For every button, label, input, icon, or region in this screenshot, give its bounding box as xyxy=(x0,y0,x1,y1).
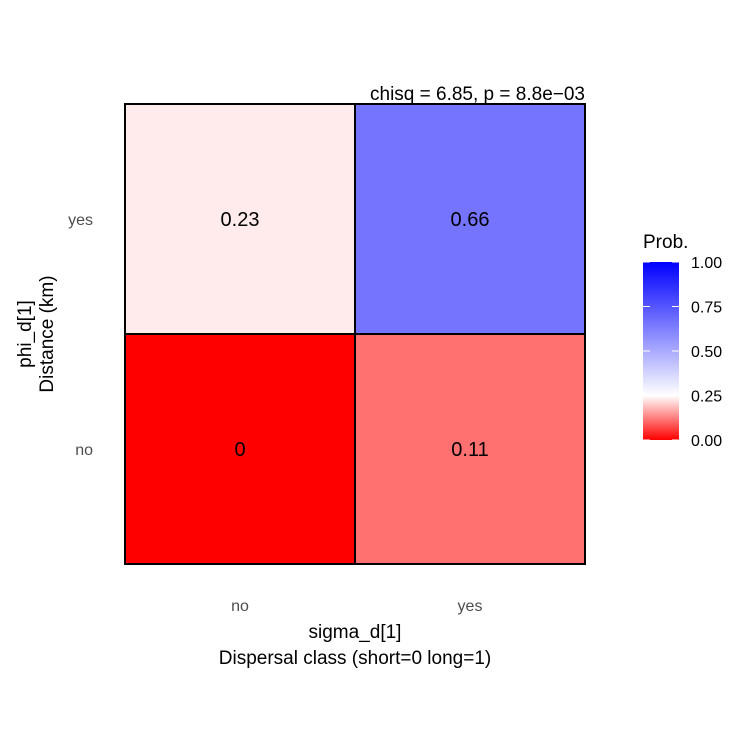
cell-value-label-no-yes: 0.23 xyxy=(221,209,260,231)
x-axis-title-line1: sigma_d[1] xyxy=(309,622,402,643)
cell-value-label-yes-yes: 0.66 xyxy=(451,209,490,231)
legend-tick-label-0.75: 0.75 xyxy=(691,300,722,317)
heatmap-cell-yes-no xyxy=(354,333,586,565)
legend-tick-label-0.00: 0.00 xyxy=(691,433,722,450)
heatmap-cells xyxy=(124,103,586,565)
y-axis-tick-labels: no yes xyxy=(68,212,93,459)
heatmap-cell-labels: 0.23 0.66 0 0.11 xyxy=(221,209,490,461)
y-tick-label-yes: yes xyxy=(68,212,93,229)
heatmap-cell-no-no xyxy=(124,333,356,565)
cell-value-label-no-no: 0 xyxy=(234,439,245,461)
heatmap-cell-no-yes xyxy=(124,103,356,335)
heatmap-cell-yes-yes xyxy=(354,103,586,335)
legend-title: Prob. xyxy=(643,232,688,253)
x-axis-tick-labels: no yes xyxy=(231,598,482,615)
x-axis-title-line2: Dispersal class (short=0 long=1) xyxy=(219,648,491,669)
cell-value-label-yes-no: 0.11 xyxy=(451,439,488,461)
x-tick-label-yes: yes xyxy=(458,598,483,615)
y-axis-title-line2: Distance (km) xyxy=(37,275,58,392)
y-axis-title-line1: phi_d[1] xyxy=(15,300,36,368)
x-tick-label-no: no xyxy=(231,598,249,615)
color-legend: Prob. 0.00 0.25 0.50 0.75 1.00 xyxy=(643,232,722,450)
chart-subtitle: chisq = 6.85, p = 8.8e−03 xyxy=(370,84,585,105)
legend-tick-label-1.00: 1.00 xyxy=(691,255,722,272)
y-tick-label-no: no xyxy=(75,442,93,459)
legend-ticks: 0.00 0.25 0.50 0.75 1.00 xyxy=(643,255,722,450)
legend-tick-label-0.25: 0.25 xyxy=(691,389,722,406)
legend-tick-label-0.50: 0.50 xyxy=(691,344,722,361)
